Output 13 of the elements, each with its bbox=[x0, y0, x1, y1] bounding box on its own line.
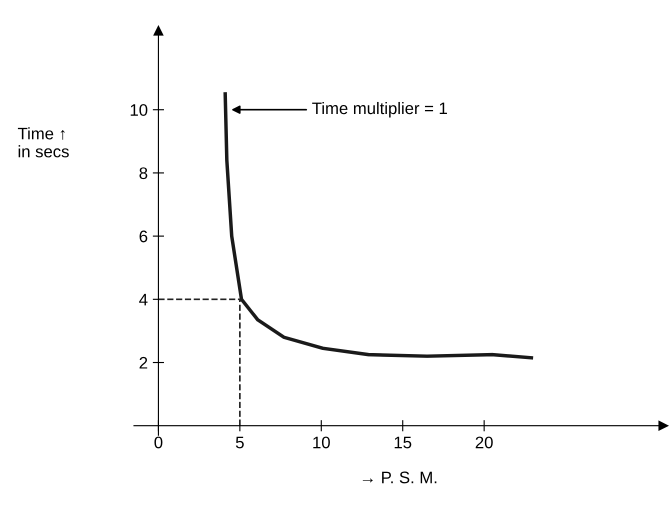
y-tick-label: 2 bbox=[140, 356, 148, 369]
x-tick-label: 0 bbox=[154, 436, 162, 448]
y-axis-title: Time ↑ in secs bbox=[18, 127, 69, 158]
y-tick-label: 10 bbox=[130, 104, 148, 116]
y-tick-label: 6 bbox=[140, 230, 148, 242]
x-axis-title: → P. S. M. bbox=[362, 472, 436, 484]
annotation: Time multiplier = 1 bbox=[312, 102, 447, 118]
y-tick-label: 4 bbox=[139, 294, 148, 306]
x-tick-label: 10 bbox=[313, 436, 330, 448]
x-tick-label: 15 bbox=[394, 436, 412, 448]
x-tick-label: 20 bbox=[476, 436, 493, 448]
y-tick-label: 8 bbox=[139, 167, 148, 180]
x-tick-label: 5 bbox=[236, 436, 244, 448]
